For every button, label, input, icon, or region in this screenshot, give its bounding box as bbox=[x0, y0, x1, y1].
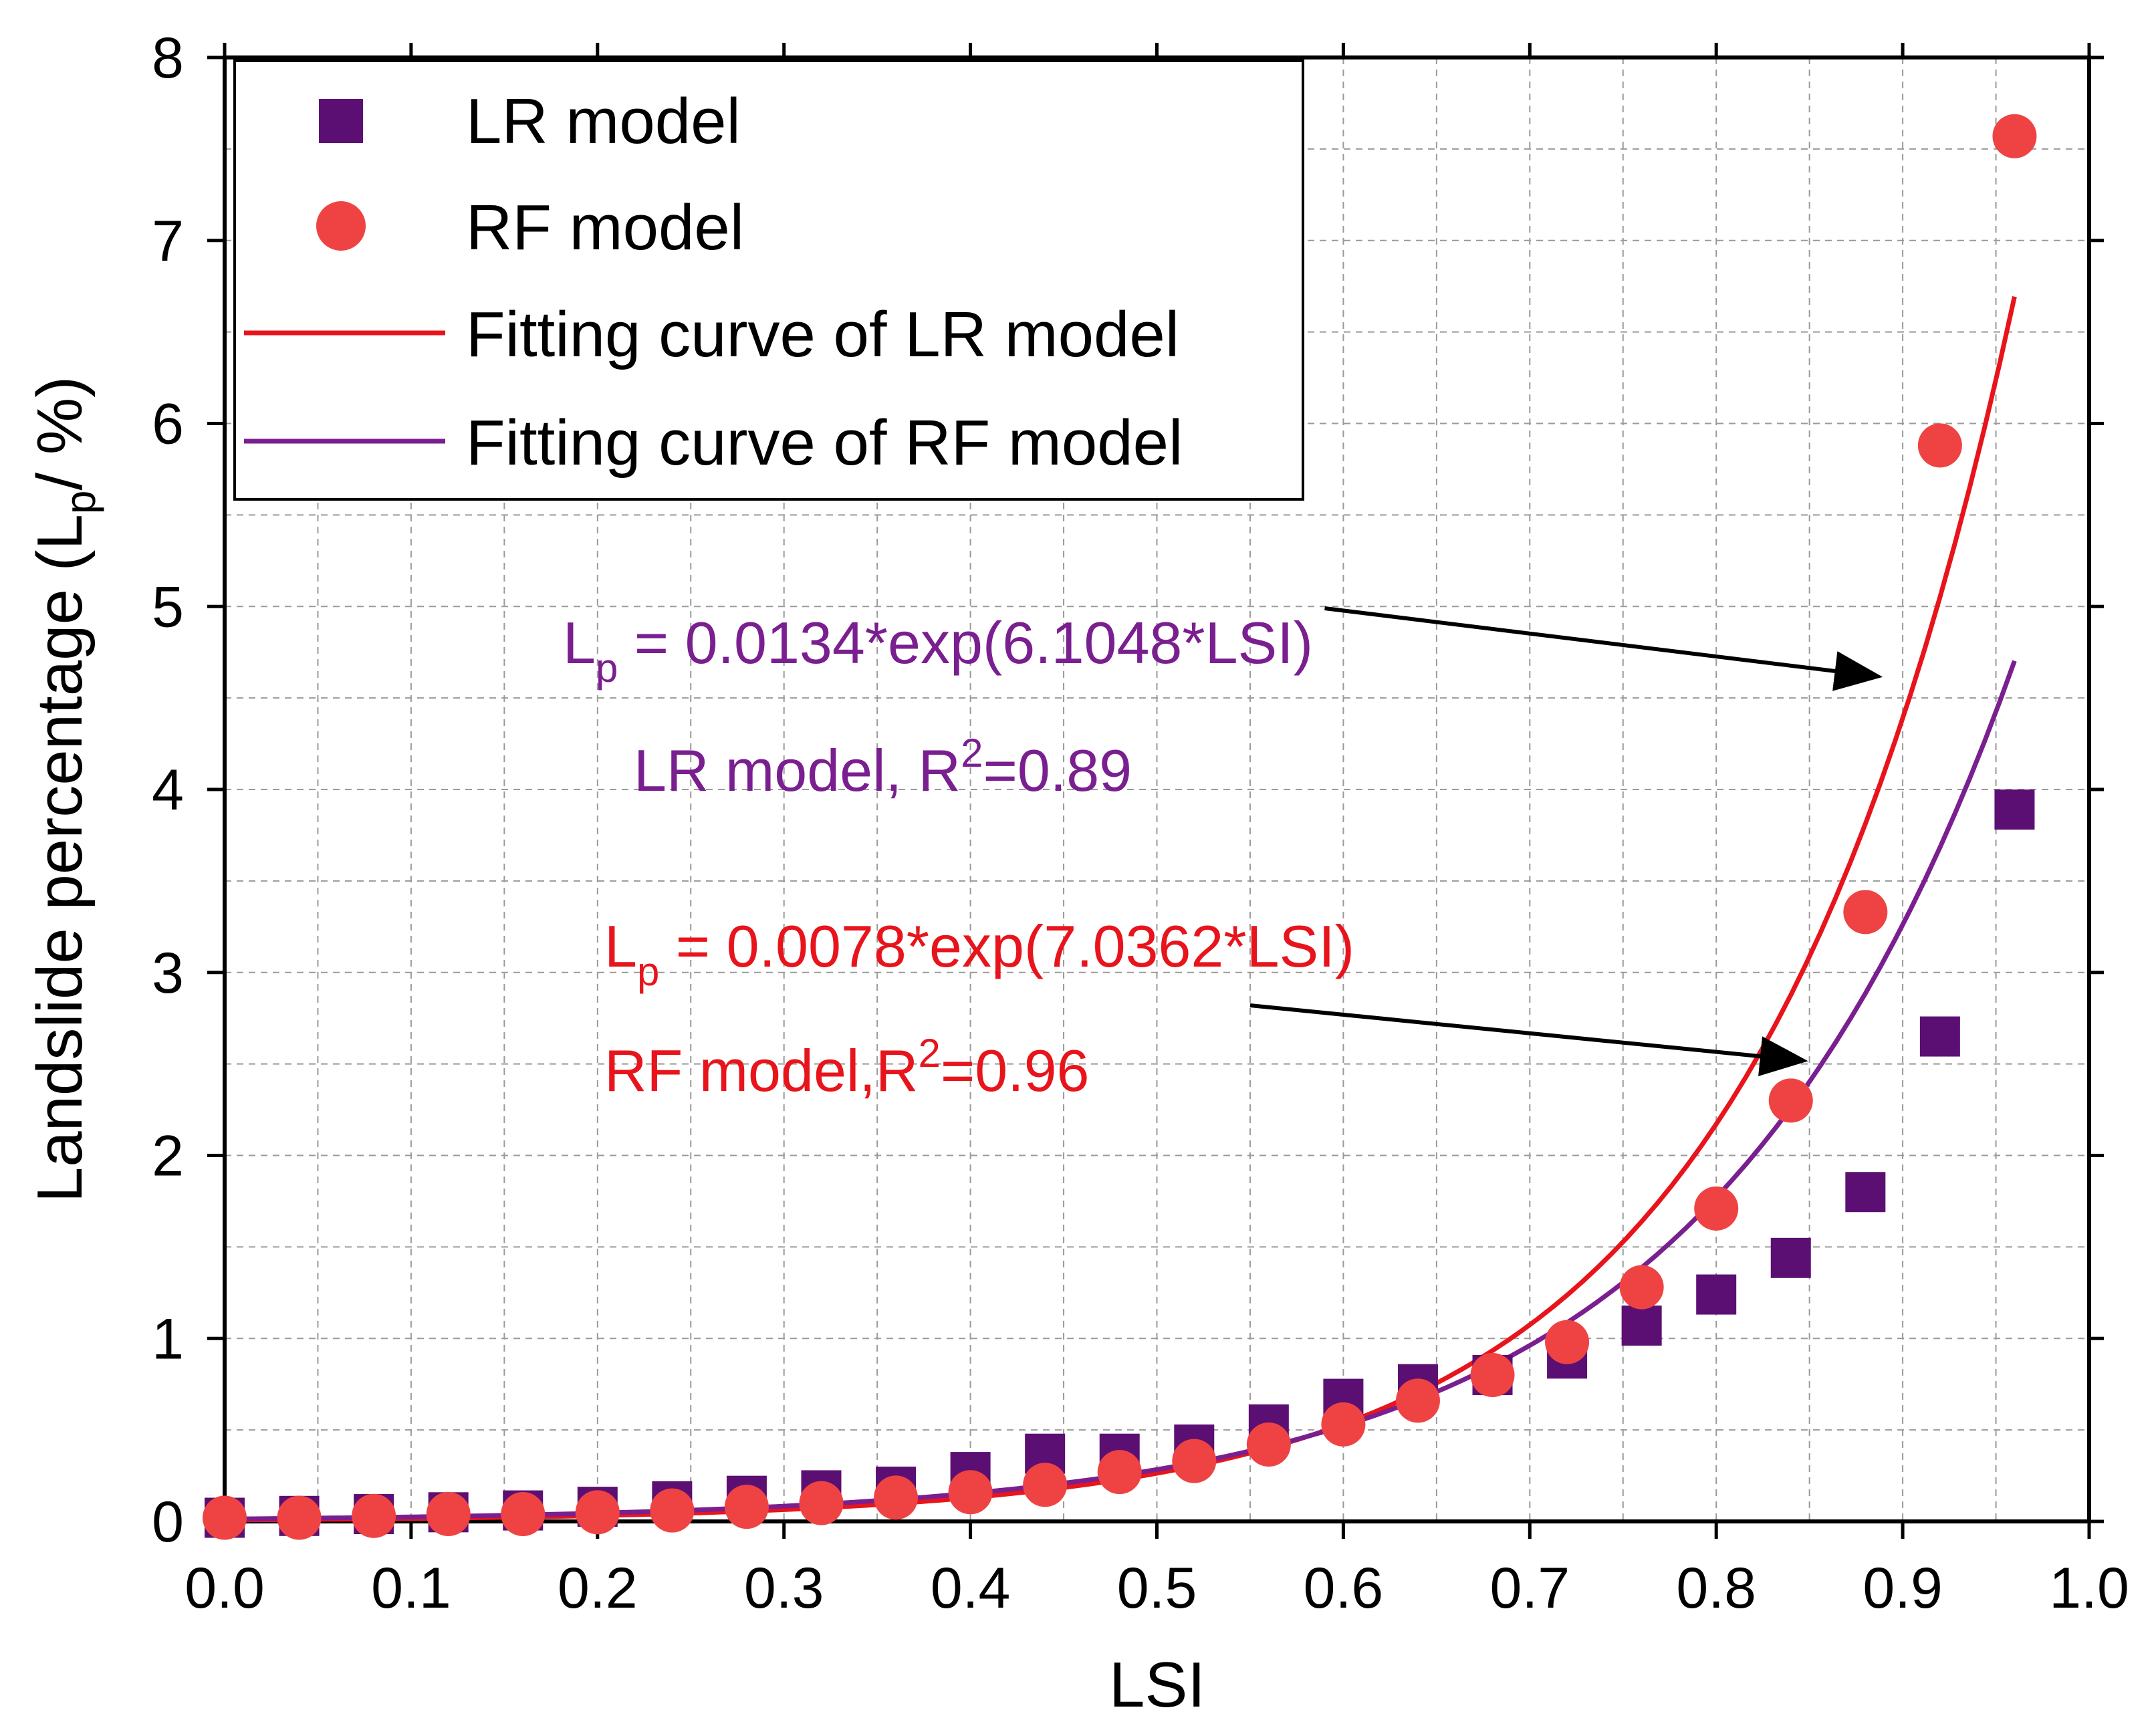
x-tick-label: 0.9 bbox=[1863, 1556, 1943, 1620]
rf-point bbox=[1992, 114, 2036, 158]
legend-lr-label: LR model bbox=[466, 86, 741, 157]
rf-point bbox=[1471, 1353, 1515, 1397]
y-tick-labels: 0 1 2 3 4 5 6 7 8 bbox=[152, 26, 184, 1554]
rf-point bbox=[576, 1490, 620, 1534]
red-r2-sup: 2 bbox=[918, 1031, 940, 1076]
y-axis-title: Landslide percentage (Lp/ %) bbox=[24, 376, 104, 1203]
rf-point bbox=[1694, 1187, 1738, 1231]
x-tick-labels: 0.0 0.1 0.2 0.3 0.4 0.5 0.6 0.7 0.8 0.9 1.0 bbox=[185, 1556, 2129, 1620]
purple-r2-label: LR model, R bbox=[634, 737, 961, 803]
y-tick-label: 4 bbox=[152, 758, 184, 822]
chart: 0.0 0.1 0.2 0.3 0.4 0.5 0.6 0.7 0.8 0.9 1.0 0 1 2 3 4 5… bbox=[0, 0, 2156, 1736]
red-lp: L bbox=[604, 913, 637, 979]
lr-point bbox=[1771, 1238, 1811, 1278]
rf-point bbox=[1843, 890, 1887, 934]
y-tick-label: 5 bbox=[152, 575, 184, 639]
purple-r2: LR model, R2=0.89 bbox=[634, 731, 1132, 803]
rf-point bbox=[949, 1470, 993, 1514]
rf-point bbox=[799, 1481, 843, 1525]
x-tick-label: 0.1 bbox=[371, 1556, 451, 1620]
legend-lr-marker bbox=[319, 99, 363, 143]
x-tick-label: 0.7 bbox=[1490, 1556, 1570, 1620]
rf-point bbox=[1023, 1463, 1067, 1507]
purple-r2-sup: 2 bbox=[961, 731, 983, 775]
lr-point bbox=[1994, 789, 2034, 830]
legend: LR model RF model Fitting curve of LR mo… bbox=[235, 61, 1303, 499]
x-tick-label: 0.8 bbox=[1676, 1556, 1756, 1620]
purple-equation-text: = 0.0134*exp(6.1048*LSI) bbox=[618, 610, 1313, 676]
x-tick-label: 0.3 bbox=[744, 1556, 824, 1620]
rf-point bbox=[1321, 1402, 1365, 1447]
lr-point bbox=[1920, 1017, 1960, 1057]
rf-point bbox=[1545, 1320, 1589, 1364]
y-axis-title-prefix: Landslide percentage (L bbox=[24, 514, 96, 1203]
lr-point bbox=[1845, 1172, 1885, 1212]
legend-rf-label: RF model bbox=[466, 192, 744, 263]
x-axis-title: LSI bbox=[1109, 1649, 1205, 1721]
rf-point bbox=[352, 1494, 396, 1538]
rf-point bbox=[1769, 1078, 1813, 1122]
red-r2-value: =0.96 bbox=[941, 1037, 1090, 1104]
y-tick-label: 6 bbox=[152, 392, 184, 457]
x-tick-label: 0.0 bbox=[185, 1556, 265, 1620]
rf-point bbox=[1098, 1450, 1142, 1494]
x-tick-label: 0.5 bbox=[1117, 1556, 1197, 1620]
rf-point bbox=[1396, 1378, 1440, 1422]
rf-point bbox=[501, 1492, 545, 1536]
rf-point bbox=[203, 1496, 247, 1540]
purple-lp: L bbox=[563, 610, 596, 676]
legend-lr-fit-label: Fitting curve of LR model bbox=[466, 299, 1179, 370]
x-tick-label: 0.2 bbox=[558, 1556, 638, 1620]
x-tick-label: 0.4 bbox=[931, 1556, 1011, 1620]
purple-r2-value: =0.89 bbox=[983, 737, 1132, 803]
rf-point bbox=[874, 1475, 918, 1519]
rf-point bbox=[277, 1496, 322, 1540]
y-tick-label: 3 bbox=[152, 941, 184, 1005]
red-r2-label: RF model,R bbox=[604, 1037, 918, 1104]
rf-point bbox=[1620, 1265, 1664, 1310]
y-tick-label: 2 bbox=[152, 1124, 184, 1189]
rf-point bbox=[650, 1489, 694, 1533]
y-axis-title-suffix: / %) bbox=[24, 376, 96, 491]
rf-point bbox=[1172, 1439, 1216, 1483]
y-tick-label: 1 bbox=[152, 1307, 184, 1371]
rf-point bbox=[1247, 1422, 1291, 1467]
y-tick-label: 0 bbox=[152, 1490, 184, 1554]
y-tick-label: 7 bbox=[152, 209, 184, 273]
y-tick-label: 8 bbox=[152, 26, 184, 90]
rf-point bbox=[427, 1492, 471, 1536]
purple-lp-sub: p bbox=[596, 646, 618, 691]
legend-rf-fit-label: Fitting curve of RF model bbox=[466, 407, 1183, 479]
red-lp-sub: p bbox=[637, 949, 659, 994]
x-tick-label: 0.6 bbox=[1304, 1556, 1384, 1620]
lr-point bbox=[1622, 1306, 1662, 1346]
legend-rf-marker bbox=[316, 201, 366, 251]
rf-point bbox=[1918, 423, 1962, 467]
red-r2: RF model,R2=0.96 bbox=[604, 1031, 1089, 1104]
rf-point bbox=[725, 1485, 769, 1529]
lr-point bbox=[1696, 1275, 1736, 1315]
red-equation-text: = 0.0078*exp(7.0362*LSI) bbox=[659, 913, 1354, 979]
y-axis-title-sub: p bbox=[56, 491, 104, 515]
x-tick-label: 1.0 bbox=[2049, 1556, 2129, 1620]
